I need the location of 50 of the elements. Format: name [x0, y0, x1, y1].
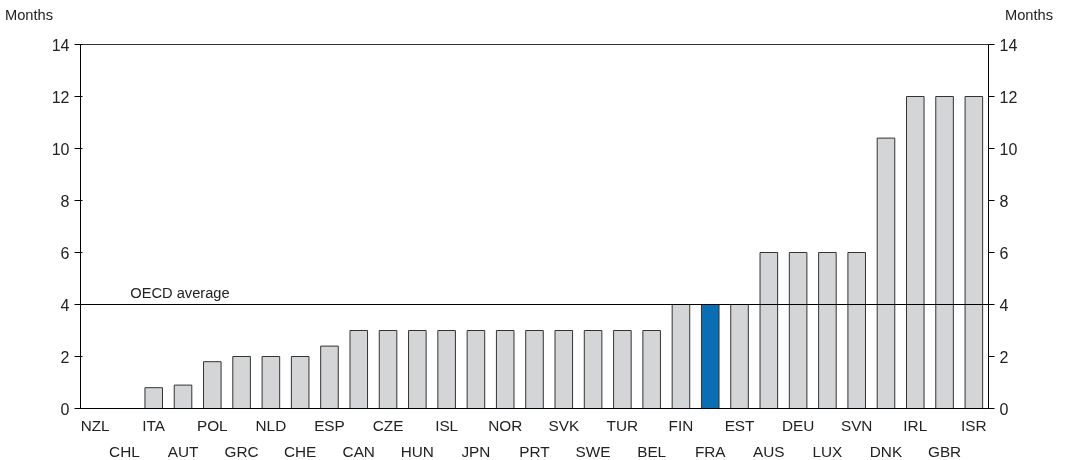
x-tick-label: JPN [461, 442, 491, 460]
x-tick-label: FIN [668, 416, 694, 434]
ref-line-label: OECD average [130, 284, 230, 301]
y-tick-label: 4 [60, 296, 70, 314]
x-tick-label: DEU [781, 416, 815, 434]
x-tick-label: GBR [927, 442, 962, 460]
x-tick-label: CHE [284, 442, 317, 460]
y2-tick-label: 2 [999, 348, 1009, 366]
x-tick-label: SVK [548, 416, 580, 434]
y2-tick-label: 6 [999, 244, 1009, 262]
y-tick-label: 14 [51, 36, 70, 54]
y2-tick-label: 14 [999, 36, 1018, 54]
x-tick-label: FRA [694, 442, 727, 460]
x-tick-label: CAN [342, 442, 375, 460]
y2-tick-label: 10 [999, 140, 1018, 158]
x-tick-label: AUT [167, 442, 199, 460]
y2-axis-title: Months [1004, 6, 1053, 25]
x-tick-label: GRC [224, 442, 259, 460]
x-tick-label: TUR [606, 416, 639, 434]
x-tick-label: NOR [488, 416, 523, 434]
y2-tick-label: 0 [999, 400, 1009, 418]
x-tick-label: ESP [314, 416, 345, 434]
x-tick-label: AUS [753, 442, 785, 460]
x-tick-label: PRT [519, 442, 551, 460]
x-tick-label: IRL [903, 416, 928, 434]
y2-tick-label: 8 [999, 192, 1009, 210]
x-tick-label: CHL [109, 442, 141, 460]
x-tick-label: DNK [869, 442, 903, 460]
x-tick-label: ITA [142, 416, 166, 434]
y-tick-label: 12 [51, 88, 70, 106]
x-tick-label: HUN [400, 442, 434, 460]
y-tick-label: 2 [60, 348, 70, 366]
x-tick-label: SWE [575, 442, 611, 460]
x-tick-label: ISL [435, 416, 459, 434]
y-tick-label: 10 [51, 140, 70, 158]
x-tick-label: CZE [372, 416, 404, 434]
x-tick-label: NLD [255, 416, 287, 434]
y2-tick-label: 4 [999, 296, 1009, 314]
y-tick-label: 6 [60, 244, 70, 262]
x-tick-label: SVN [840, 416, 873, 434]
x-tick-label: POL [196, 416, 229, 434]
x-tick-label: NZL [80, 416, 111, 434]
x-tick-label: BEL [637, 442, 667, 460]
x-tick-label: EST [724, 416, 756, 434]
y-tick-label: 0 [60, 400, 70, 418]
y2-tick-label: 12 [999, 88, 1018, 106]
y-axis-title: Months [5, 6, 54, 25]
x-tick-label: ISR [961, 416, 987, 434]
y-tick-label: 8 [60, 192, 70, 210]
x-tick-label: LUX [812, 442, 843, 460]
